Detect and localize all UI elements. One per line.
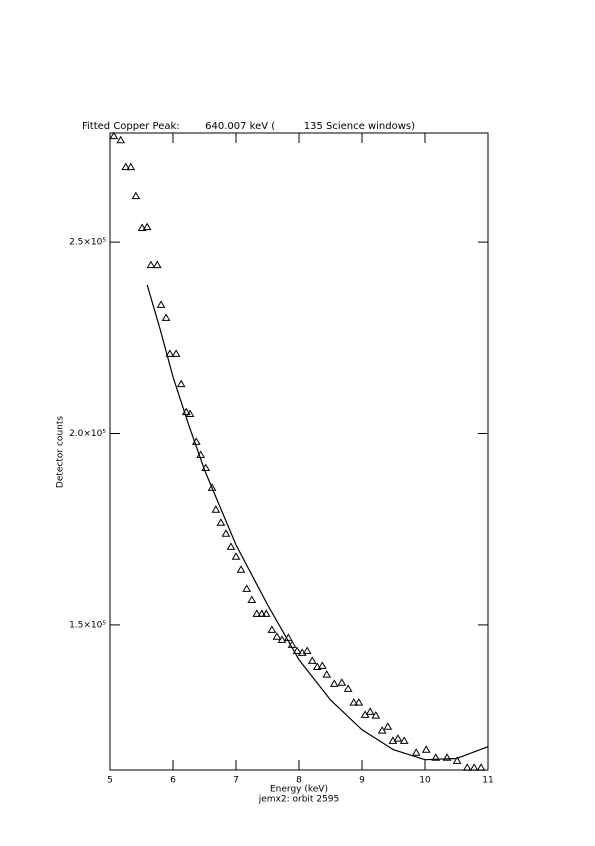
x-tick-label: 10	[419, 776, 431, 786]
data-point	[171, 349, 181, 357]
data-point	[272, 632, 282, 640]
data-point	[242, 584, 252, 592]
data-point	[236, 565, 246, 573]
data-point	[185, 409, 195, 417]
data-point	[329, 679, 339, 687]
data-point	[349, 698, 359, 706]
x-tick-label: 8	[296, 776, 302, 786]
x-tick-label: 5	[107, 776, 113, 786]
data-point	[411, 748, 421, 756]
data-point	[383, 722, 393, 730]
x-tick-label: 7	[233, 776, 239, 786]
data-point	[452, 756, 462, 764]
data-point	[126, 162, 136, 171]
data-point	[142, 222, 152, 231]
subtitle: jemx2: orbit 2595	[258, 795, 339, 805]
data-point	[146, 260, 156, 269]
data-point	[277, 635, 287, 643]
data-point	[247, 595, 257, 604]
y-tick-label: 2.5×10⁵	[69, 238, 106, 248]
y-tick-label: 1.5×10⁵	[69, 620, 106, 630]
data-point	[421, 745, 431, 753]
data-point	[152, 260, 162, 269]
data-point	[322, 670, 332, 678]
data-point	[252, 609, 262, 617]
data-point	[431, 753, 441, 761]
data-point	[354, 698, 364, 706]
data-point	[156, 300, 166, 308]
data-point	[216, 518, 226, 526]
data-point	[371, 711, 381, 719]
data-point	[317, 661, 327, 669]
x-axis-label: Energy (keV)	[270, 785, 328, 795]
data-point	[469, 763, 479, 771]
y-tick-label: 2.0×10⁵	[69, 429, 106, 439]
data-point	[137, 223, 147, 231]
data-point	[109, 131, 119, 140]
y-axis-label: Detector counts	[56, 416, 66, 488]
chart-title: Fitted Copper Peak: 640.007 keV ( 135 Sc…	[82, 121, 415, 132]
x-tick-label: 6	[170, 776, 176, 786]
data-point	[343, 684, 353, 692]
data-point	[267, 625, 277, 633]
data-point	[302, 646, 312, 654]
data-point	[312, 662, 322, 671]
data-point	[221, 529, 231, 537]
data-point	[257, 609, 267, 617]
fit-line	[146, 284, 489, 761]
data-point	[211, 505, 221, 513]
data-point	[231, 552, 241, 560]
data-point	[337, 678, 347, 686]
data-point	[176, 379, 186, 388]
x-tick-label: 11	[482, 776, 493, 786]
data-point	[442, 753, 452, 761]
data-point	[476, 763, 486, 771]
data-point	[462, 763, 472, 771]
data-point	[207, 483, 217, 491]
data-point	[292, 646, 302, 654]
data-point	[165, 349, 175, 357]
data-point	[307, 656, 317, 664]
data-point	[377, 726, 387, 734]
data-point	[399, 736, 409, 744]
data-point	[121, 162, 131, 171]
data-point	[226, 542, 236, 550]
data-point	[161, 313, 171, 321]
x-tick-label: 9	[359, 776, 365, 786]
data-point	[116, 135, 126, 144]
data-point	[365, 707, 375, 715]
data-point	[393, 734, 403, 742]
data-point	[261, 609, 271, 617]
data-point	[131, 191, 141, 200]
